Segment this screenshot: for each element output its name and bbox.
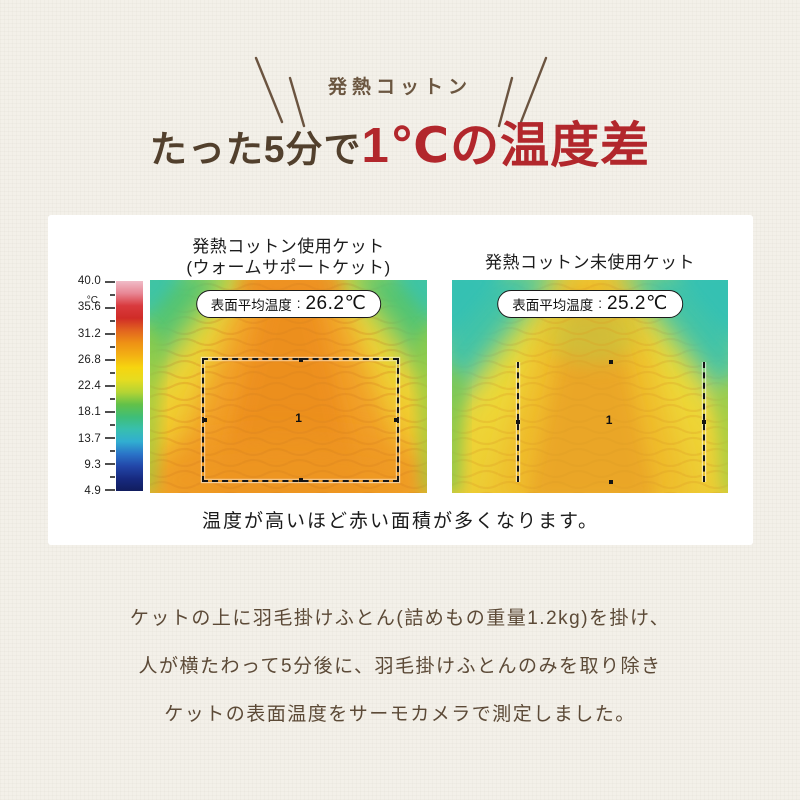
method-note-line: ケットの上に羽毛掛けふとん(詰めもの重量1.2kg)を掛け、 (129, 608, 671, 629)
badge-label: 表面平均温度 (210, 297, 292, 313)
title-highlight: 1℃の温度差 (361, 119, 651, 173)
label-unused-line1: 発熱コットン未使用ケット (485, 253, 695, 272)
region-marker (702, 420, 706, 424)
region-marker (394, 418, 398, 422)
badge-separator: : (296, 296, 301, 311)
scale-tick-label: 18.1 (77, 406, 101, 419)
badge-value: 25.2℃ (606, 293, 668, 314)
page-title: たった5分で1℃の温度差 (0, 106, 800, 177)
title-prefix: たった5分で (149, 129, 362, 170)
scale-ticks (105, 281, 115, 491)
thermal-image-unused: 1 表面平均温度 : 25.2℃ (452, 280, 728, 493)
scale-gradient-bar (116, 281, 143, 491)
scale-labels: 40.0 °C 35.6 31.2 26.8 22.4 18.1 13.7 9.… (62, 275, 104, 497)
scale-tick-label: 22.4 (77, 380, 101, 392)
temperature-scale: 40.0 °C 35.6 31.2 26.8 22.4 18.1 13.7 9.… (62, 275, 143, 497)
scale-tick-label: 35.6 (77, 301, 101, 314)
scale-tick-label: 13.7 (77, 432, 101, 445)
emphasis-lines-icon (254, 56, 548, 128)
region-marker (298, 358, 303, 362)
avg-temp-badge-unused: 表面平均温度 : 25.2℃ (497, 290, 683, 318)
avg-temp-badge-used: 表面平均温度 : 26.2℃ (195, 290, 382, 318)
label-used-line1: 発熱コットン使用ケット (192, 237, 385, 256)
region-number: 1 (295, 410, 302, 425)
thermal-comparison-panel: 発熱コットン使用ケット (ウォームサポートケット) 発熱コットン未使用ケット 4… (48, 215, 753, 545)
label-used-line2: (ウォームサポートケット) (186, 258, 391, 277)
eyebrow-label: 発熱コットン (327, 77, 472, 98)
badge-label: 表面平均温度 (512, 297, 594, 313)
region-marker (203, 418, 207, 422)
scale-tick-label: 9.3 (84, 458, 101, 471)
method-note-line: 人が横たわって5分後に、羽毛掛けふとんのみを取り除き (138, 656, 662, 677)
label-used-ket: 発熱コットン使用ケット (ウォームサポートケット) (150, 236, 427, 278)
scale-tick-label: 31.2 (77, 327, 101, 340)
region-marker (609, 360, 613, 364)
scale-tick-label: 40.0 (77, 275, 101, 287)
thermal-heatmap-unused (452, 280, 728, 493)
label-unused-ket: 発熱コットン未使用ケット (452, 252, 728, 273)
region-marker (298, 478, 303, 482)
scale-tick-label: 4.9 (84, 485, 101, 497)
thermal-heatmap-used (150, 280, 427, 493)
thermal-image-used: 1 表面平均温度 : 26.2℃ (150, 280, 427, 493)
scale-tick-label: 26.8 (77, 353, 101, 366)
scale-unit-label: °C (86, 295, 98, 306)
method-note: ケットの上に羽毛掛けふとん(詰めもの重量1.2kg)を掛け、 人が横たわって5分… (0, 606, 800, 750)
measurement-region: 1 (516, 360, 706, 484)
region-number: 1 (605, 412, 613, 427)
region-marker (609, 480, 613, 484)
panel-caption: 温度が高いほど赤い面積が多くなります。 (201, 511, 600, 532)
region-marker (516, 420, 520, 424)
measurement-region: 1 (202, 358, 399, 482)
method-note-line: ケットの表面温度をサーモカメラで測定しました。 (164, 704, 636, 725)
badge-separator: : (598, 296, 602, 311)
badge-value: 26.2℃ (305, 293, 367, 314)
